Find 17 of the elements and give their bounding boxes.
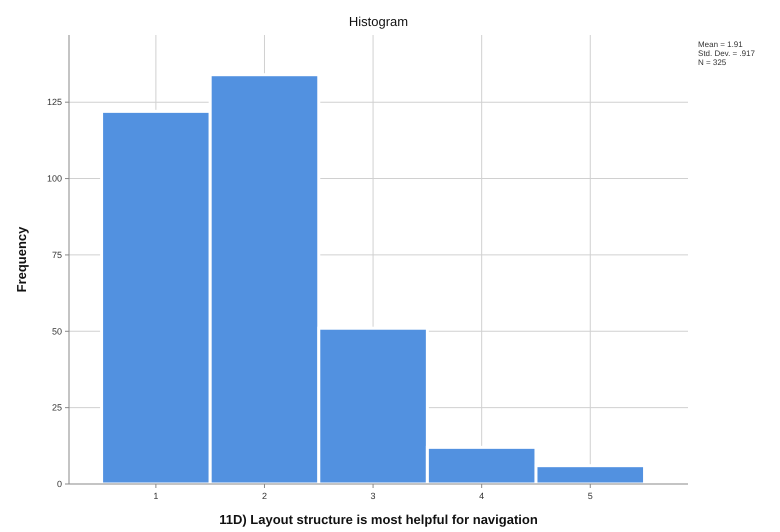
y-tick-label: 75 [52,250,62,260]
chart-title: Histogram [348,14,408,29]
y-tick-label: 100 [46,174,62,184]
x-tick-label: 1 [153,491,158,501]
y-tick-label: 25 [52,402,62,413]
y-axis-title: Frequency [14,226,29,292]
text: Mean = 1.91 [698,40,744,49]
y-tick-label: 0 [56,479,62,489]
x-tick-label: 3 [370,491,376,501]
x-tick-label: 4 [479,491,484,501]
text: Std. Dev. = .917 [698,49,756,58]
x-axis-title: 11D) Layout structure is most helpful for navigation [219,512,538,527]
text: N = 325 [698,58,727,67]
y-tick-label: 50 [52,326,62,336]
x-tick-label: 2 [262,491,267,501]
y-tick-label: 125 [46,97,62,108]
x-tick-label: 5 [588,491,593,501]
